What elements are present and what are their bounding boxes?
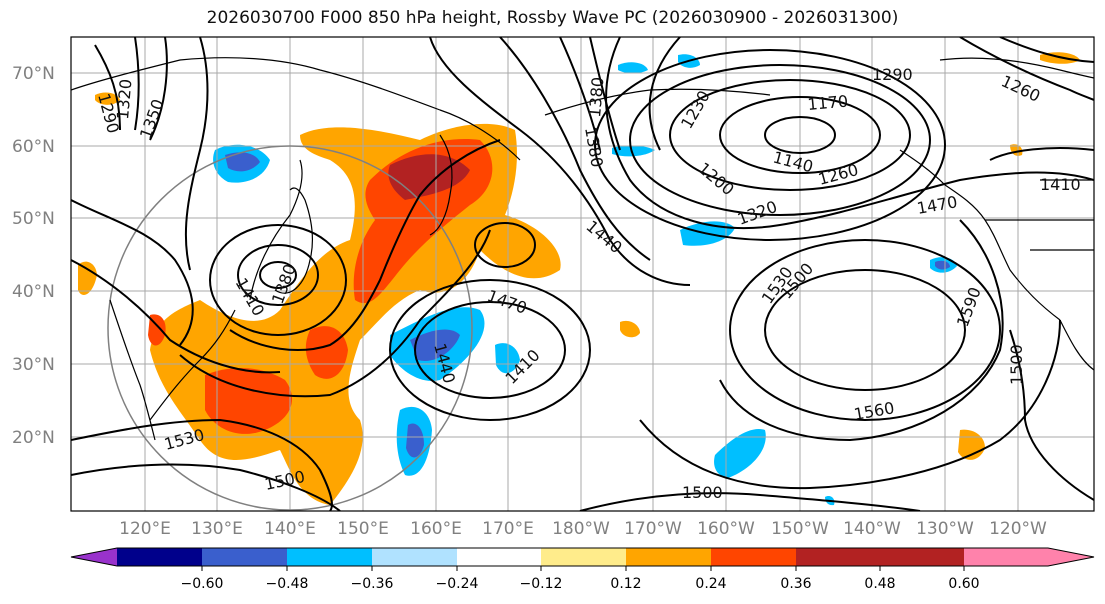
lon-label: 120°E — [119, 519, 171, 539]
lon-label: 150°E — [337, 519, 389, 539]
lon-label: 180°W — [552, 519, 610, 539]
contour-label: 1410 — [1040, 175, 1081, 194]
colorbar-tick-label: 0.12 — [610, 576, 641, 592]
contour-label: 1380 — [585, 76, 607, 118]
map-frame — [70, 36, 1095, 512]
lon-label: 150°W — [771, 519, 829, 539]
colorbar-extend-low — [71, 548, 117, 566]
colorbar-segment — [711, 548, 796, 566]
colorbar-outline — [70, 547, 1095, 567]
lat-label: 20°N — [12, 428, 55, 448]
colorbar-segment — [117, 548, 202, 566]
height-contours — [71, 37, 1094, 511]
colorbar-tick-label: −0.36 — [351, 576, 394, 592]
colorbar-tick-label: −0.60 — [181, 576, 224, 592]
lon-label: 160°E — [410, 519, 462, 539]
colorbar-extend-high — [964, 548, 1094, 566]
colorbar-ticks — [201, 566, 965, 571]
contour-label: 1500 — [682, 483, 723, 502]
colorbar-tick-label: −0.24 — [436, 576, 479, 592]
colorbar-segment — [796, 548, 880, 566]
lon-label: 140°W — [843, 519, 901, 539]
colorbar-segment — [541, 548, 626, 566]
contour-label: 1500 — [1007, 344, 1026, 385]
lon-label: 120°W — [989, 519, 1047, 539]
colorbar-segment — [626, 548, 711, 566]
colorbar-segment — [372, 548, 457, 566]
negative-anomaly-shading — [213, 54, 957, 506]
colorbar-tick-label: −0.12 — [520, 576, 563, 592]
map-title: 2026030700 F000 850 hPa height, Rossby W… — [206, 8, 899, 28]
colorbar-tick-label: 0.36 — [780, 576, 811, 592]
longitude-labels: 120°E 130°E 140°E 150°E 160°E 170°E 180°… — [119, 519, 1047, 539]
lon-label: 130°W — [916, 519, 974, 539]
lon-label: 130°E — [191, 519, 243, 539]
coastlines — [71, 57, 1094, 441]
lat-label: 70°N — [12, 64, 55, 84]
colorbar-tick-labels: −0.60 −0.48 −0.36 −0.24 −0.12 0.12 0.24 … — [181, 576, 980, 592]
colorbar-tick-label: 0.60 — [948, 576, 979, 592]
reference-circle — [107, 145, 473, 511]
colorbar-segment — [202, 548, 287, 566]
map-gridlines — [71, 37, 1094, 511]
colorbar: −0.60 −0.48 −0.36 −0.24 −0.12 0.12 0.24 … — [70, 547, 1095, 592]
lat-label: 50°N — [12, 209, 55, 229]
lon-label: 140°E — [264, 519, 316, 539]
lat-label: 40°N — [12, 282, 55, 302]
lon-label: 170°E — [482, 519, 534, 539]
colorbar-tick-label: 0.24 — [695, 576, 726, 592]
latitude-labels: 70°N 60°N 50°N 40°N 30°N 20°N — [12, 64, 55, 448]
colorbar-segment — [287, 548, 372, 566]
colorbar-segment — [457, 548, 541, 566]
lon-label: 170°W — [624, 519, 682, 539]
contour-label: 1290 — [872, 65, 913, 84]
contour-label: 1170 — [807, 92, 849, 114]
contour-label: 1320 — [113, 78, 135, 120]
colorbar-tick-label: −0.48 — [266, 576, 309, 592]
colorbar-segment — [880, 548, 964, 566]
lat-label: 30°N — [12, 355, 55, 375]
lon-label: 160°W — [697, 519, 755, 539]
lat-label: 60°N — [12, 137, 55, 157]
colorbar-tick-label: 0.48 — [864, 576, 895, 592]
